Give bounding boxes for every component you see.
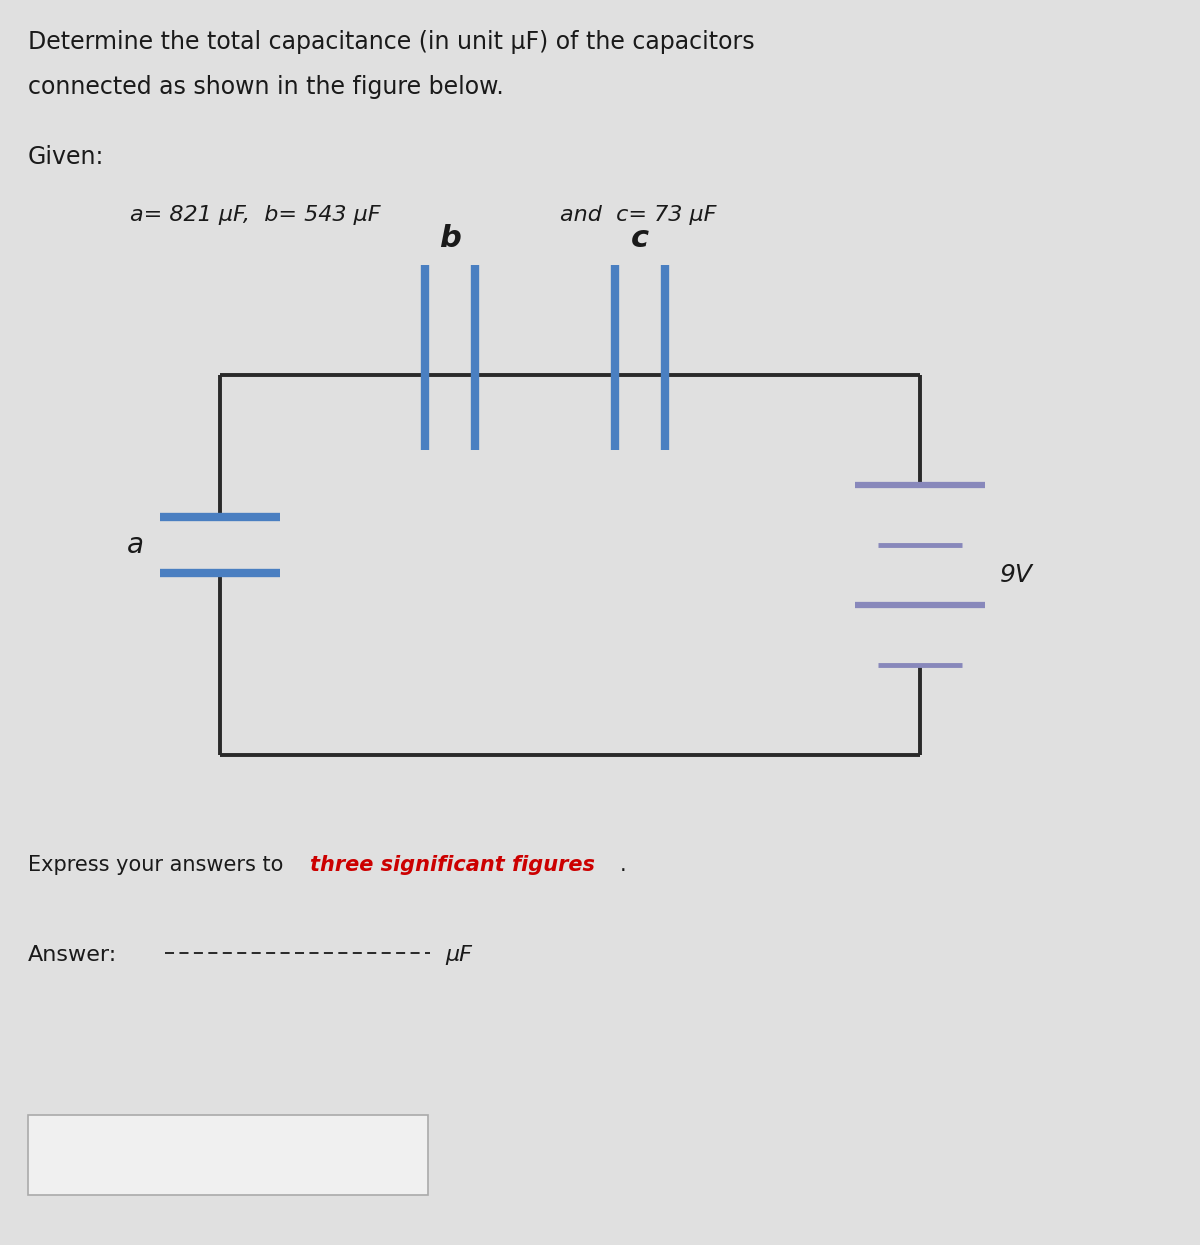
Text: .: . bbox=[620, 855, 626, 875]
Text: c: c bbox=[631, 224, 649, 253]
FancyBboxPatch shape bbox=[28, 1116, 428, 1195]
Text: 9V: 9V bbox=[1000, 563, 1033, 586]
Text: Answer:: Answer: bbox=[28, 945, 118, 965]
Text: three significant figures: three significant figures bbox=[310, 855, 595, 875]
Text: Express your answers to: Express your answers to bbox=[28, 855, 290, 875]
Text: μF: μF bbox=[445, 945, 472, 965]
Text: Determine the total capacitance (in unit μF) of the capacitors: Determine the total capacitance (in unit… bbox=[28, 30, 755, 54]
Text: a= 821 μF,  b= 543 μF: a= 821 μF, b= 543 μF bbox=[130, 205, 380, 225]
Text: and  c= 73 μF: and c= 73 μF bbox=[560, 205, 716, 225]
Text: Given:: Given: bbox=[28, 144, 104, 169]
Text: connected as shown in the figure below.: connected as shown in the figure below. bbox=[28, 75, 504, 100]
Text: b: b bbox=[439, 224, 461, 253]
Text: a: a bbox=[126, 532, 144, 559]
